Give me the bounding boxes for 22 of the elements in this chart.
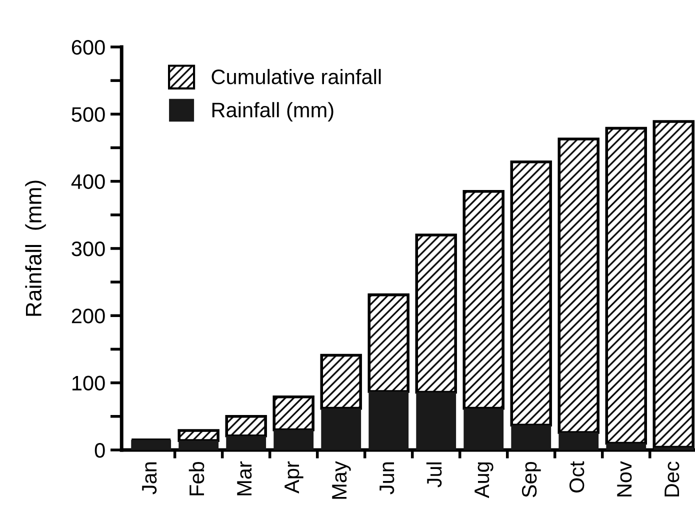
x-tick-label: Jul	[426, 462, 442, 488]
y-tick-label: 400	[71, 174, 105, 190]
x-tick-label: Aug	[474, 462, 494, 498]
x-tick-label: Nov	[617, 461, 632, 496]
x-tick-label: Jan	[142, 462, 157, 494]
y-tick-label: 0	[94, 442, 105, 458]
y-tick-label: 200	[72, 308, 105, 324]
y-tick-label: 100	[72, 376, 105, 391]
x-tick-label: Oct	[569, 461, 584, 492]
y-tick-label: 600	[72, 40, 105, 55]
x-tick-label: Sep	[522, 462, 541, 498]
legend-label: Rainfall (mm)	[212, 102, 334, 122]
x-tick-label: Apr	[284, 461, 304, 494]
y-axis-title: Rainfall (mm)	[25, 180, 46, 316]
x-tick-label: May	[332, 461, 351, 499]
x-tick-label: Dec	[664, 462, 680, 496]
y-tick-label: 300	[72, 241, 105, 256]
x-tick-label: Jun	[380, 462, 394, 494]
legend-label: Cumulative rainfall	[212, 68, 381, 84]
y-tick-label: 500	[72, 107, 105, 122]
x-tick-label: Mar	[237, 461, 252, 496]
x-tick-label: Feb	[188, 462, 204, 496]
